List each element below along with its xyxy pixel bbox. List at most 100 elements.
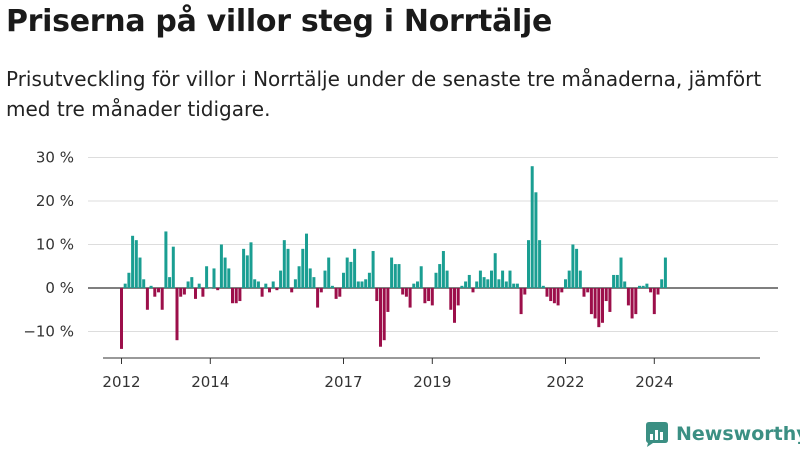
newsworthy-logo[interactable]: Newsworthy (644, 420, 800, 448)
bar (186, 281, 190, 288)
bar (179, 288, 183, 297)
bar (534, 192, 538, 288)
bar (242, 248, 246, 288)
bar (190, 277, 194, 288)
bar (560, 288, 564, 293)
chart-title: Priserna på villor steg i Norrtälje (6, 4, 553, 39)
y-tick-label: −10 % (23, 323, 74, 341)
bar (145, 288, 149, 310)
bar (271, 281, 275, 288)
bar (316, 288, 320, 308)
bar (523, 288, 527, 295)
y-tick-label: 0 % (45, 279, 74, 297)
bar (604, 288, 608, 302)
bar (153, 288, 157, 297)
chart-subtitle: Prisutveckling för villor i Norrtälje un… (6, 67, 762, 121)
bar (308, 268, 312, 288)
bar (160, 288, 164, 310)
bar (353, 248, 357, 288)
bar (656, 288, 660, 295)
bar (612, 274, 616, 288)
bar (467, 274, 471, 288)
bar (371, 251, 375, 288)
bar (253, 279, 257, 288)
bar (134, 240, 138, 288)
bar (501, 270, 505, 288)
bar (260, 288, 264, 297)
bar (231, 288, 234, 304)
bar (438, 264, 442, 288)
bar (201, 288, 205, 297)
bar (575, 248, 579, 288)
data-labels: 7 % (699, 0, 728, 4)
bar-chart: 30 % 20 % 10 % 0 % −10 % 2012 2014 2017 2019 202… (23, 0, 778, 391)
bar (360, 281, 364, 288)
bar (663, 257, 667, 288)
bar (197, 283, 201, 288)
bar (245, 255, 249, 288)
bar (256, 281, 260, 288)
bar (182, 288, 186, 295)
bar (123, 283, 127, 288)
bar (416, 281, 419, 288)
bar (345, 257, 349, 288)
y-tick-label: 30 % (36, 149, 74, 167)
bar (364, 279, 368, 288)
bar (323, 270, 327, 288)
bar (497, 279, 501, 288)
bar (327, 257, 331, 288)
bar (486, 279, 490, 288)
y-tick-label: 20 % (36, 192, 74, 210)
bar (286, 248, 290, 288)
bar (471, 288, 475, 293)
bar (131, 235, 135, 288)
bar (586, 288, 590, 293)
bar (430, 288, 434, 306)
bar (545, 288, 549, 297)
bar (589, 288, 593, 315)
bars (120, 166, 667, 349)
bar (330, 285, 334, 288)
bar (216, 288, 220, 291)
bar (601, 288, 604, 323)
bar (582, 288, 586, 297)
bar (367, 272, 371, 288)
bar (615, 274, 619, 288)
bar (227, 268, 231, 288)
bar (641, 285, 645, 288)
bar (279, 270, 283, 288)
bar (120, 288, 123, 349)
bar (393, 264, 397, 288)
bar (297, 266, 301, 288)
bar (552, 288, 556, 304)
y-tick-label: 10 % (36, 236, 74, 254)
bar (157, 288, 160, 293)
bar-chart-logo-icon (646, 422, 668, 447)
bar (334, 288, 338, 299)
bar (301, 248, 305, 288)
bar (445, 270, 449, 288)
bar (194, 288, 197, 299)
bar (223, 257, 227, 288)
bar (171, 246, 175, 288)
bar (608, 288, 612, 312)
bar (449, 288, 453, 310)
bar (412, 283, 416, 288)
bar (456, 288, 460, 306)
bar (349, 261, 353, 288)
bar (208, 288, 212, 289)
x-tick-label: 2014 (191, 373, 229, 391)
x-tick-label: 2022 (546, 373, 584, 391)
bar (427, 288, 431, 302)
logo-text: Newsworthy (676, 423, 800, 445)
bar (578, 270, 582, 288)
bar (338, 288, 342, 297)
bar (549, 288, 553, 302)
bar (423, 288, 427, 304)
bar (149, 285, 153, 288)
bar (312, 277, 316, 288)
bar (382, 288, 386, 341)
bar (504, 281, 508, 288)
bar (464, 281, 468, 288)
bar (441, 251, 445, 288)
